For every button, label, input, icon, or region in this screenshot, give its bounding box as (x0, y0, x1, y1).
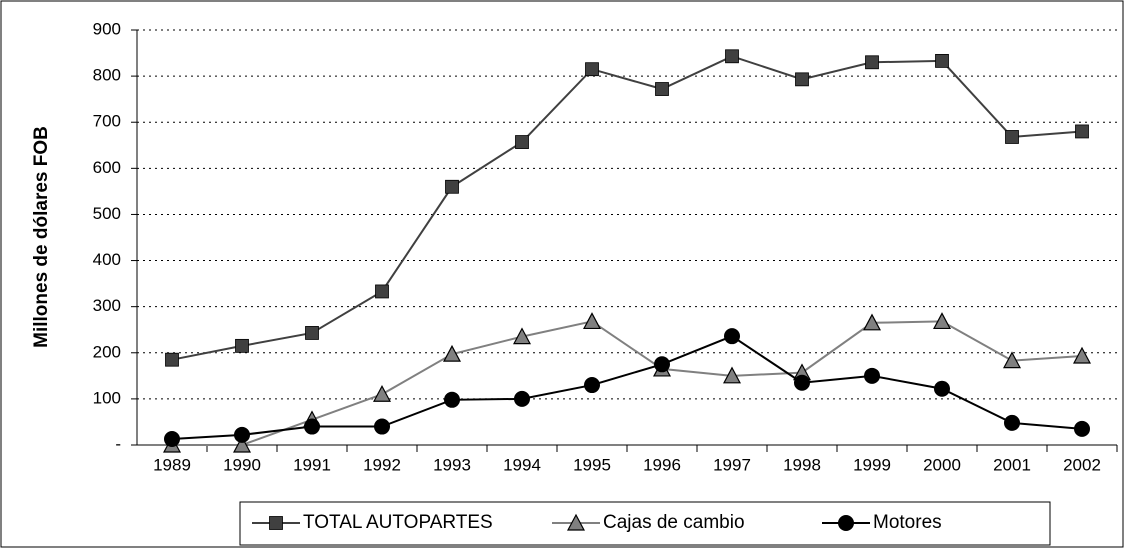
data-point (164, 431, 180, 448)
data-point (373, 385, 391, 402)
data-point (725, 49, 739, 64)
data-point (1004, 414, 1020, 431)
data-point (1005, 130, 1019, 144)
legend-marker (567, 513, 585, 531)
data-point (375, 284, 389, 299)
data-point (723, 366, 741, 384)
y-tick-label: 200 (93, 342, 121, 361)
data-point (584, 377, 600, 394)
series-line (171, 335, 1083, 441)
y-tick-label: 300 (93, 296, 121, 315)
x-tick-label: 1993 (433, 455, 471, 474)
legend-marker (838, 515, 854, 531)
data-point (1003, 351, 1021, 369)
x-tick-label: 1997 (713, 455, 751, 474)
y-tick-label: 900 (93, 19, 121, 38)
y-tick-label: 700 (93, 112, 121, 131)
x-tick-label: 1995 (573, 455, 611, 474)
x-tick-label: 1989 (153, 455, 191, 474)
data-point (724, 328, 740, 345)
data-point (444, 391, 460, 408)
data-point (234, 426, 250, 443)
x-tick-label: 1998 (783, 455, 821, 474)
data-point (933, 312, 951, 330)
data-point (864, 367, 880, 384)
data-point (515, 135, 529, 149)
data-point (585, 62, 599, 77)
data-point (865, 55, 879, 70)
x-tick-label: 2000 (923, 455, 961, 474)
data-point (934, 380, 950, 397)
data-point (235, 338, 249, 353)
x-tick-label: 1999 (853, 455, 891, 474)
legend-marker (269, 516, 283, 530)
data-point (935, 53, 949, 68)
series-line (172, 320, 1083, 446)
data-point (795, 72, 809, 87)
data-point (513, 327, 531, 345)
data-point (374, 418, 390, 435)
legend-box (239, 501, 1051, 546)
y-axis-label: Millones de dólares FOB (31, 126, 52, 348)
data-point (1073, 346, 1091, 364)
data-point (445, 179, 459, 194)
data-point (165, 352, 179, 367)
data-point (654, 356, 670, 373)
data-point (583, 312, 601, 330)
legend-label: Motores (873, 512, 942, 533)
data-point (863, 313, 881, 331)
y-tick-label: - (115, 434, 121, 453)
legend-label: Cajas de cambio (603, 512, 745, 533)
x-tick-label: 2001 (993, 455, 1031, 474)
data-point (655, 82, 669, 96)
data-point (233, 435, 251, 453)
y-tick-label: 800 (93, 66, 121, 85)
x-tick-label: 1994 (503, 455, 541, 474)
y-tick-label: 400 (93, 250, 121, 269)
data-point (305, 326, 319, 340)
y-tick-label: 600 (93, 158, 121, 177)
x-tick-label: 1990 (223, 455, 261, 474)
x-tick-label: 1991 (293, 455, 331, 474)
y-tick-label: 100 (93, 388, 121, 407)
data-point (794, 374, 810, 391)
x-tick-label: 2002 (1063, 455, 1101, 474)
data-point (514, 390, 530, 407)
data-point (443, 344, 461, 362)
x-tick-label: 1992 (363, 455, 401, 474)
legend-label: TOTAL AUTOPARTES (303, 512, 493, 533)
data-point (304, 418, 320, 435)
data-point (1074, 420, 1090, 437)
data-point (1075, 124, 1089, 139)
series-line (171, 55, 1083, 361)
x-tick-label: 1996 (643, 455, 681, 474)
y-tick-label: 500 (93, 204, 121, 223)
